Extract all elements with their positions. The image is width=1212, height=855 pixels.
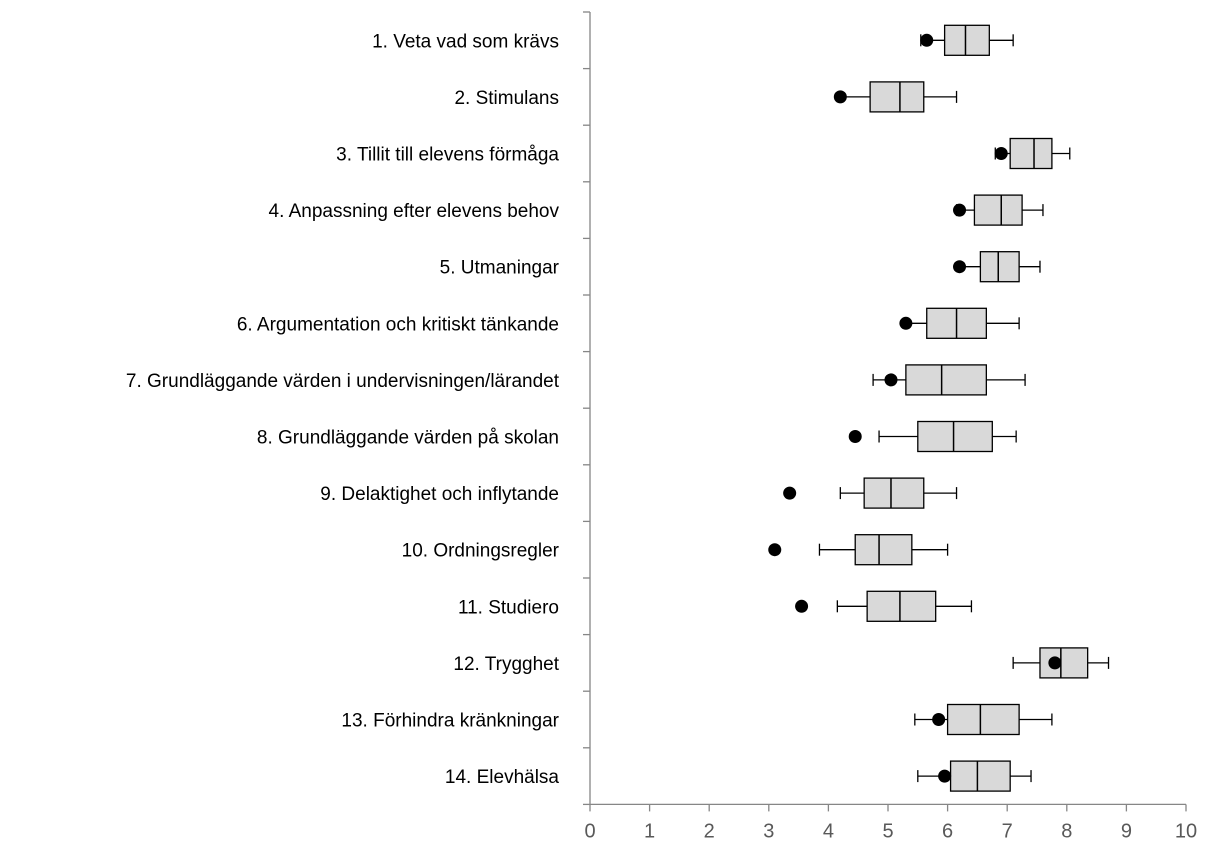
x-tick-label: 8 [1061, 820, 1072, 842]
category-label: 13. Förhindra kränkningar [341, 711, 559, 732]
box-group [1012, 647, 1110, 679]
axes [583, 11, 1187, 812]
category-label: 10. Ordningsregler [402, 541, 560, 562]
box [905, 364, 987, 396]
box [854, 534, 913, 566]
box [949, 760, 1011, 792]
data-point [899, 316, 913, 330]
x-tick-label: 9 [1121, 820, 1132, 842]
category-label: 4. Anpassning efter elevens behov [269, 201, 560, 222]
category-label: 6. Argumentation och kritiskt tänkande [237, 314, 559, 335]
box-group [783, 477, 958, 509]
category-label: 2. Stimulans [454, 88, 559, 109]
box [973, 194, 1023, 226]
box [943, 24, 990, 56]
x-tick-label: 0 [584, 820, 595, 842]
box-group [953, 194, 1044, 226]
data-point [833, 90, 847, 104]
box [1039, 647, 1089, 679]
box-group [795, 590, 973, 622]
box-group [899, 307, 1020, 339]
box-group [953, 251, 1041, 283]
data-point [795, 599, 809, 613]
box-group [848, 420, 1017, 453]
box [863, 477, 925, 509]
box-group [914, 703, 1053, 736]
x-tick-label: 5 [882, 820, 893, 842]
data-point [884, 373, 898, 387]
data-point [768, 543, 782, 557]
data-point [953, 260, 967, 274]
box-group [917, 760, 1032, 792]
x-tick-label: 10 [1175, 820, 1197, 842]
x-tick-label: 3 [763, 820, 774, 842]
data-point [783, 486, 797, 500]
category-label: 3. Tillit till elevens förmåga [336, 145, 559, 166]
category-label: 14. Elevhälsa [445, 767, 560, 788]
data-point [1048, 656, 1062, 670]
data-point [953, 203, 967, 217]
x-tick-label: 7 [1002, 820, 1013, 842]
x-tick-label: 6 [942, 820, 953, 842]
category-label: 11. Studiero [458, 597, 559, 618]
x-tick-label: 2 [704, 820, 715, 842]
box [869, 81, 925, 113]
data-point [848, 430, 862, 443]
x-tick-labels: 0 1 2 3 4 5 6 7 8 9 10 [584, 820, 1197, 842]
box [866, 590, 937, 622]
category-labels: 1. Veta vad som krävs 2. Stimulans 3. Till… [126, 31, 560, 788]
box-group [833, 81, 958, 113]
box [979, 251, 1020, 283]
box-group [920, 24, 1014, 56]
box-group [768, 534, 949, 566]
category-label: 12. Trygghet [453, 654, 559, 675]
box-group [994, 137, 1071, 170]
category-label: 1. Veta vad som krävs [372, 31, 559, 52]
box [917, 420, 993, 453]
box-group [872, 364, 1026, 396]
boxes [768, 24, 1110, 792]
category-label: 7. Grundläggande värden i undervisningen… [126, 371, 560, 392]
box [946, 703, 1020, 736]
data-point [920, 33, 934, 47]
data-point [938, 769, 952, 783]
box [1009, 137, 1053, 170]
category-label: 8. Grundläggande värden på skolan [257, 428, 559, 449]
data-point [994, 147, 1008, 160]
data-point [932, 713, 946, 726]
x-tick-label: 1 [644, 820, 655, 842]
x-tick-label: 4 [823, 820, 834, 842]
category-label: 5. Utmaningar [440, 258, 560, 279]
category-label: 9. Delaktighet och inflytande [320, 484, 559, 505]
